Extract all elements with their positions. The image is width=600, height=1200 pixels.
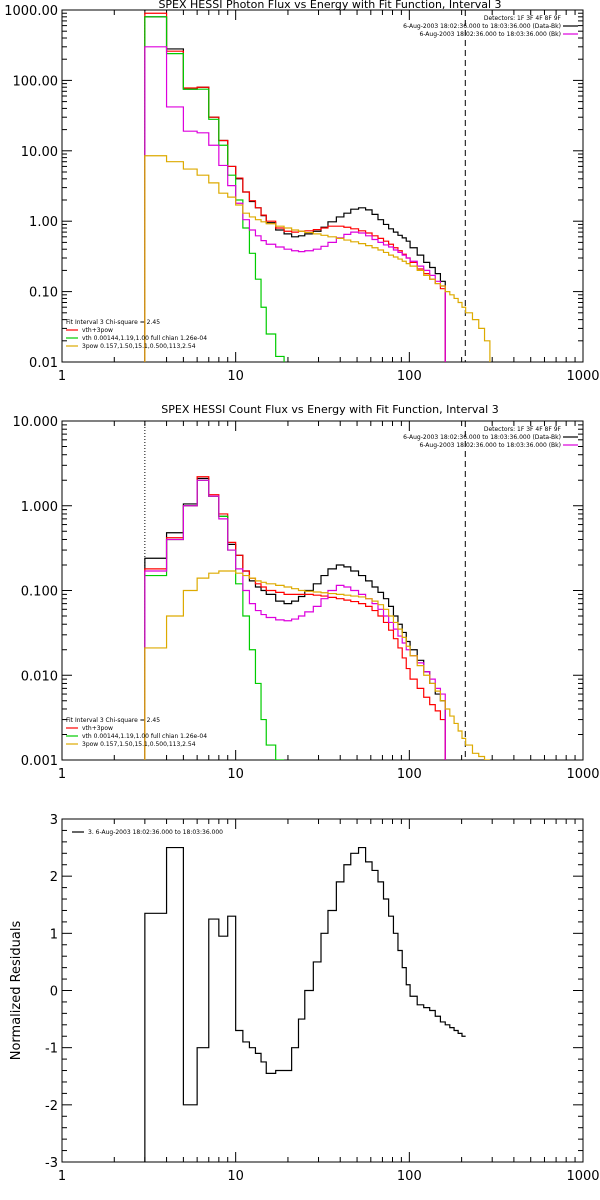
series-line-2: [144, 16, 285, 362]
series-line-4: [144, 155, 491, 362]
series-line-0: [144, 477, 446, 760]
x-tick-label: 1: [58, 369, 66, 384]
series-line-2: [144, 479, 285, 760]
y-tick-label: 0.010: [21, 669, 58, 684]
y-tick-label: -1: [45, 1042, 58, 1057]
legend-line: 3. 6-Aug-2003 18:02:36.000 to 18:03:36.0…: [88, 829, 223, 836]
legend-bottom-line: Fit Interval 3 Chi-square = 2.45: [66, 717, 160, 724]
series-line-1: [144, 12, 446, 362]
series-line-4: [144, 570, 490, 760]
y-tick-label: 1: [50, 927, 58, 942]
y-tick-label: 2: [50, 870, 58, 885]
y-tick-label: 0: [50, 985, 58, 1000]
y-tick-label: 0.01: [29, 356, 58, 371]
series-line-0: [144, 846, 466, 1162]
legend-bottom-line: vth+3pow: [82, 327, 113, 334]
plot-frame: [61, 420, 584, 761]
x-tick-label: 1000: [566, 767, 599, 782]
y-axis-label: Normalized Residuals: [9, 921, 24, 1061]
legend-top-line: Detectors: 1F 3F 4F 8F 9F: [484, 426, 562, 433]
x-tick-label: 1000: [566, 369, 599, 384]
y-tick-label: 1.000: [21, 500, 58, 515]
x-tick-label: 10: [227, 1169, 244, 1184]
chart-title: SPEX HESSI Count Flux vs Energy with Fit…: [161, 403, 498, 416]
x-tick-label: 10: [227, 767, 244, 782]
y-tick-label: 0.10: [29, 286, 58, 301]
x-tick-label: 1: [58, 767, 66, 782]
x-tick-label: 1000: [566, 1169, 599, 1184]
series-line-0: [144, 16, 446, 362]
legend-top-line: Detectors: 1F 3F 4F 8F 9F: [484, 15, 562, 22]
x-tick-label: 100: [397, 1169, 422, 1184]
y-tick-label: 0.100: [21, 585, 58, 600]
x-tick-label: 10: [227, 369, 244, 384]
x-tick-label: 100: [397, 369, 422, 384]
legend-bottom-line: vth 0.00144,1.19,1.00 full chian 1.26e-0…: [82, 335, 207, 342]
plot-frame: [61, 9, 584, 363]
chart-title: SPEX HESSI Photon Flux vs Energy with Fi…: [158, 0, 501, 11]
legend-top-line: 6-Aug-2003 18:02:36.000 to 18:03:36.000 …: [419, 442, 561, 449]
legend-bottom-line: vth 0.00144,1.19,1.00 full chian 1.26e-0…: [82, 733, 207, 740]
legend-bottom-line: Fit Interval 3 Chi-square = 2.45: [66, 319, 160, 326]
plot-frame: [61, 818, 584, 1163]
y-tick-label: 10.00: [21, 145, 58, 160]
y-tick-label: -2: [45, 1099, 58, 1114]
series-line-3: [144, 46, 446, 362]
legend-bottom-line: 3pow 0.157,1.50,15.1,0.500,113,2.54: [82, 343, 196, 350]
y-tick-label: 1.00: [29, 215, 58, 230]
legend-bottom-line: 3pow 0.157,1.50,15.1,0.500,113,2.54: [82, 741, 196, 748]
y-tick-label: 0.001: [21, 754, 58, 769]
legend-top-line: 6-Aug-2003 18:02:36.000 to 18:03:36.000 …: [403, 23, 561, 30]
y-tick-label: 3: [50, 813, 58, 828]
x-tick-label: 100: [397, 767, 422, 782]
y-tick-label: 100.00: [13, 74, 59, 89]
series-line-3: [144, 479, 446, 760]
legend-bottom-line: vth+3pow: [82, 725, 113, 732]
legend-top-line: 6-Aug-2003 18:02:36.000 to 18:03:36.000 …: [419, 31, 561, 38]
legend-top-line: 6-Aug-2003 18:02:36.000 to 18:03:36.000 …: [403, 434, 561, 441]
series-line-1: [144, 476, 446, 760]
y-tick-label: 1000.00: [4, 4, 58, 19]
x-tick-label: 1: [58, 1169, 66, 1184]
y-tick-label: 10.000: [13, 415, 59, 430]
y-tick-label: -3: [45, 1156, 58, 1171]
